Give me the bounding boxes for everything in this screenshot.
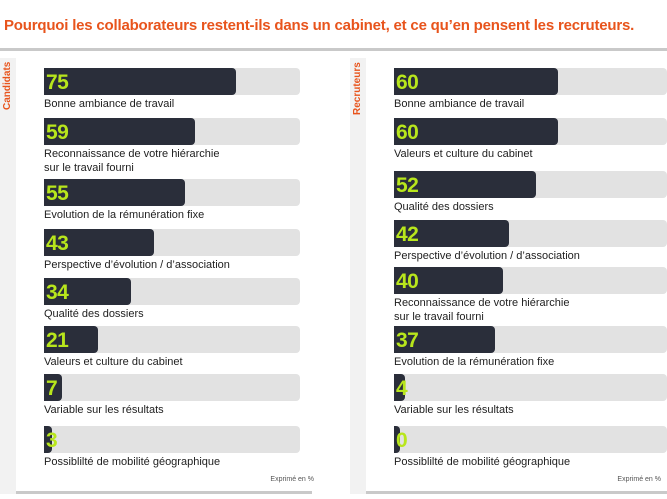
bar <box>44 374 62 401</box>
category-label-line: Possiblilté de mobilité géographique <box>44 456 221 468</box>
bar <box>394 220 509 247</box>
footnote-unit: Exprimé en % <box>270 476 314 483</box>
bar-track <box>394 426 667 453</box>
category-label: Bonne ambiance de travail <box>394 97 663 111</box>
category-label: Qualité des dossiers <box>44 307 316 321</box>
bar-value-label: 3 <box>46 429 58 452</box>
panel-side-label: Candidats <box>0 58 16 494</box>
bar <box>394 374 405 401</box>
category-label: Reconnaissance de votre hiérarchie sur le… <box>44 147 316 175</box>
bar-value-label: 4 <box>396 377 408 400</box>
top-divider <box>0 48 667 51</box>
category-label: Evolution de la rémunération fixe <box>44 208 316 222</box>
category-label: Variable sur les résultats <box>44 403 316 417</box>
category-label-line: Evolution de la rémunération fixe <box>394 356 555 368</box>
bar <box>44 426 52 453</box>
category-label-line: Reconnaissance de votre hiérarchie <box>44 148 220 160</box>
category-label: Qualité des dossiers <box>394 200 663 214</box>
panel-side-label: Recruteurs <box>350 58 366 494</box>
bar-track <box>394 374 667 401</box>
bar-value-label: 75 <box>46 71 69 94</box>
category-label: Perspective d’évolution / d’association <box>44 258 316 272</box>
category-label-line: Variable sur les résultats <box>44 404 164 416</box>
category-label-line: Reconnaissance de votre hiérarchie <box>394 297 570 309</box>
category-label: Perspective d’évolution / d’association <box>394 249 663 263</box>
bar <box>44 278 132 305</box>
category-label-line: Possiblilté de mobilité géographique <box>394 456 571 468</box>
bar-value-label: 55 <box>46 182 69 205</box>
category-label-line: Bonne ambiance de travail <box>44 98 175 110</box>
chart-title: Pourquoi les collaborateurs restent-ils … <box>4 17 635 34</box>
panel-label-candidats: Candidats <box>2 62 13 111</box>
category-label-line: sur le travail fourni <box>44 162 134 174</box>
bar-value-label: 34 <box>46 281 69 304</box>
bar <box>394 68 558 95</box>
bar-value-label: 37 <box>396 329 419 352</box>
category-label-line: Valeurs et culture du cabinet <box>44 356 183 368</box>
bar-value-label: 43 <box>46 232 69 255</box>
category-label-line: Perspective d’évolution / d’association <box>44 259 230 271</box>
footnote-unit: Exprimé en % <box>617 476 661 483</box>
category-label-line: Qualité des dossiers <box>394 201 494 213</box>
category-label: Valeurs et culture du cabinet <box>44 355 316 369</box>
bar <box>44 229 155 256</box>
category-label: Evolution de la rémunération fixe <box>394 355 663 369</box>
bar-track <box>44 374 300 401</box>
category-label: Valeurs et culture du cabinet <box>394 147 663 161</box>
category-label: Variable sur les résultats <box>394 403 663 417</box>
category-label-line: Perspective d’évolution / d’association <box>394 250 580 262</box>
bar <box>394 171 536 198</box>
panel-recruteurs: Recruteurs 60 Bonne ambiance de travail 60… <box>350 58 667 494</box>
bar <box>394 267 504 294</box>
category-label-line: Variable sur les résultats <box>394 404 514 416</box>
footer-divider <box>366 491 667 494</box>
panel-label-recruteurs: Recruteurs <box>352 62 363 115</box>
bar-value-label: 7 <box>46 377 58 400</box>
bar <box>394 426 400 453</box>
category-label: Possiblilté de mobilité géographique <box>44 455 316 469</box>
category-label-line: Bonne ambiance de travail <box>394 98 525 110</box>
bar <box>394 326 495 353</box>
category-label-line: Valeurs et culture du cabinet <box>394 148 533 160</box>
bar-value-label: 21 <box>46 329 69 352</box>
bar <box>44 179 185 206</box>
bar <box>44 118 196 145</box>
bar-value-label: 42 <box>396 223 419 246</box>
panel-candidats: Candidats 75 Bonne ambiance de travail 59 R… <box>0 58 320 494</box>
bar-value-label: 40 <box>396 270 419 293</box>
category-label: Bonne ambiance de travail <box>44 97 316 111</box>
bar-value-label: 60 <box>396 71 419 94</box>
category-label-line: sur le travail fourni <box>394 311 484 323</box>
bar <box>44 326 98 353</box>
category-label-line: Evolution de la rémunération fixe <box>44 209 205 221</box>
bar-value-label: 59 <box>46 121 69 144</box>
bar-value-label: 52 <box>396 174 419 197</box>
bar <box>394 118 558 145</box>
bar-value-label: 0 <box>396 429 408 452</box>
category-label: Reconnaissance de votre hiérarchie sur le… <box>394 296 663 324</box>
bar-value-label: 60 <box>396 121 419 144</box>
footer-divider <box>16 491 312 494</box>
category-label: Possiblilté de mobilité géographique <box>394 455 663 469</box>
bar <box>44 68 236 95</box>
bar-track <box>44 426 300 453</box>
category-label-line: Qualité des dossiers <box>44 308 144 320</box>
